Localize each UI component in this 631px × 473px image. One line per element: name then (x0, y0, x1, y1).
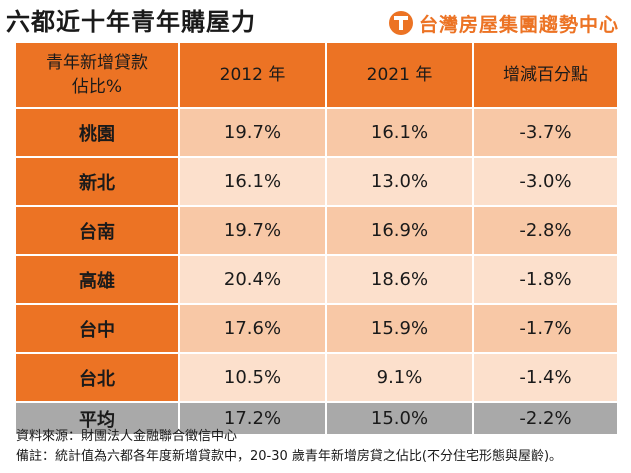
footnotes: 資料來源：財團法人金融聯合徵信中心 備註：統計值為六都各年度新增貸款中，20-3… (16, 427, 562, 467)
source-note: 資料來源：財團法人金融聯合徵信中心 (16, 429, 238, 444)
average-label: 平均 (14, 401, 180, 436)
cell-2012: 19.7% (178, 205, 327, 256)
table-row: 桃園 19.7% 16.1% -3.7% (14, 107, 619, 158)
row-city: 台北 (14, 352, 180, 403)
table-row: 新北 16.1% 13.0% -3.0% (14, 156, 619, 207)
cell-change: -2.8% (472, 205, 619, 256)
average-2012: 17.2% (178, 401, 327, 436)
cell-2021: 18.6% (325, 254, 474, 305)
average-2021: 15.0% (325, 401, 474, 436)
average-row: 平均 17.2% 15.0% -2.2% (14, 401, 619, 436)
cell-2012: 19.7% (178, 107, 327, 158)
cell-change: -1.8% (472, 254, 619, 305)
header-2021: 2021 年 (325, 41, 474, 109)
cell-change: -3.7% (472, 107, 619, 158)
header-row: 青年新增貸款 佔比% 2012 年 2021 年 增減百分點 (14, 41, 619, 109)
cell-change: -3.0% (472, 156, 619, 207)
row-city: 台中 (14, 303, 180, 354)
cell-2012: 10.5% (178, 352, 327, 403)
row-city: 高雄 (14, 254, 180, 305)
cell-2021: 16.9% (325, 205, 474, 256)
brand-logo-icon (388, 11, 413, 35)
table-row: 高雄 20.4% 18.6% -1.8% (14, 254, 619, 305)
row-city: 台南 (14, 205, 180, 256)
table-row: 台北 10.5% 9.1% -1.4% (14, 352, 619, 403)
data-table: 青年新增貸款 佔比% 2012 年 2021 年 增減百分點 桃園 19.7% … (14, 41, 619, 436)
cell-2012: 20.4% (178, 254, 327, 305)
header-change: 增減百分點 (472, 41, 619, 109)
table-row: 台中 17.6% 15.9% -1.7% (14, 303, 619, 354)
brand-name: 台灣房屋集團趨勢中心 (418, 13, 619, 36)
average-change: -2.2% (472, 401, 619, 436)
cell-2012: 16.1% (178, 156, 327, 207)
row-city: 新北 (14, 156, 180, 207)
cell-change: -1.4% (472, 352, 619, 403)
cell-2021: 16.1% (325, 107, 474, 158)
cell-2021: 15.9% (325, 303, 474, 354)
brand: 台灣房屋集團趨勢中心 (388, 9, 619, 37)
header-share: 青年新增貸款 佔比% (14, 41, 180, 109)
row-city: 桃園 (14, 107, 180, 158)
header-2012: 2012 年 (178, 41, 327, 109)
cell-2021: 13.0% (325, 156, 474, 207)
table-row: 台南 19.7% 16.9% -2.8% (14, 205, 619, 256)
cell-2012: 17.6% (178, 303, 327, 354)
remark-note: 備註：統計值為六都各年度新增貸款中，20-30 歲青年新增房貸之佔比(不分住宅形… (16, 449, 563, 464)
cell-2021: 9.1% (325, 352, 474, 403)
page-title: 六都近十年青年購屋力 (6, 8, 256, 36)
data-table-container: 青年新增貸款 佔比% 2012 年 2021 年 增減百分點 桃園 19.7% … (13, 40, 619, 436)
cell-change: -1.7% (472, 303, 619, 354)
